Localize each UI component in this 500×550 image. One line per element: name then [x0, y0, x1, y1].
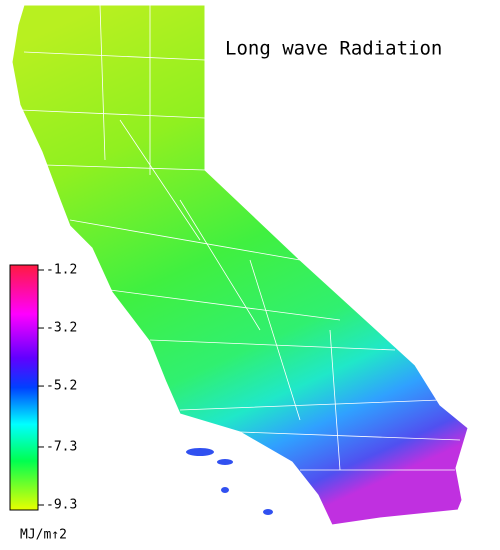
county-lines	[19, 4, 461, 471]
colorbar-tick-label: -5.2	[46, 379, 77, 394]
colorbar-tick-label: -9.3	[46, 498, 77, 513]
colorbar-ticks: -1.2 -3.2 -5.2 -7.3 -9.3	[38, 263, 77, 513]
map-title: Long wave Radiation	[225, 38, 442, 60]
islands	[186, 448, 273, 515]
california	[11, 4, 469, 526]
colorbar-units: MJ/m↑2	[20, 528, 67, 543]
colorbar-tick-label: -1.2	[46, 263, 77, 278]
colorbar-tick-label: -7.3	[46, 439, 77, 454]
colorbar-tick-label: -3.2	[46, 321, 77, 336]
colorbar	[9, 264, 39, 511]
